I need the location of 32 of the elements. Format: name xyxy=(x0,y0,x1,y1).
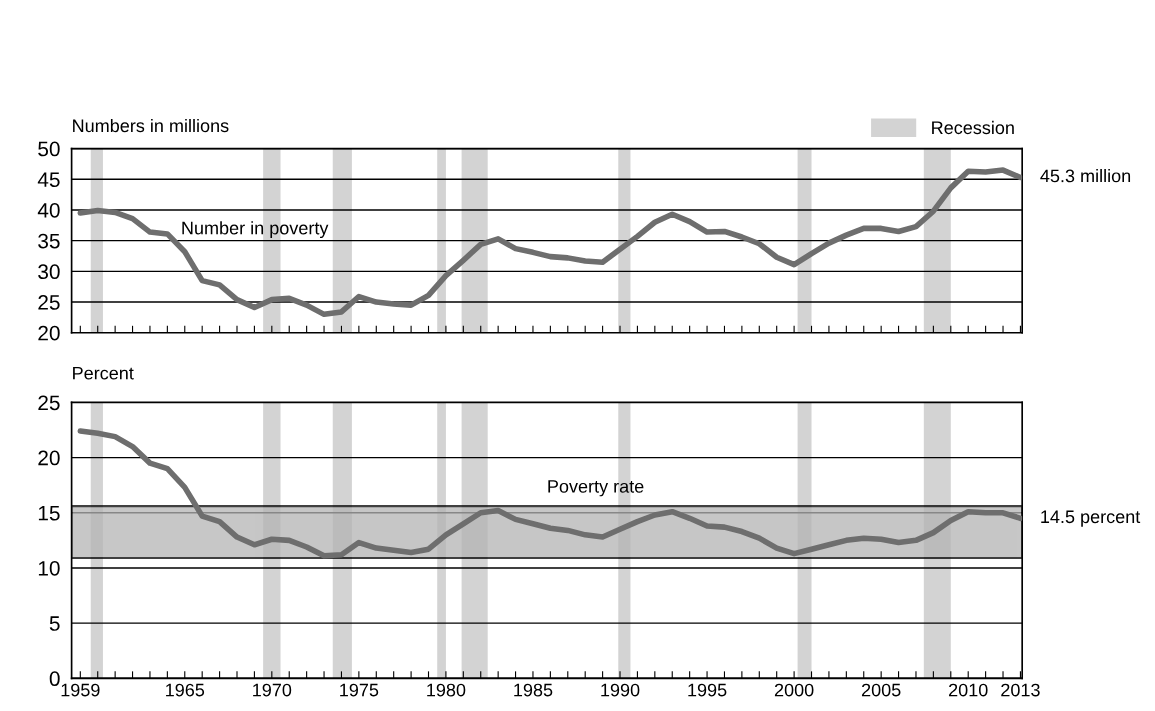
x-tick-label: 1975 xyxy=(340,683,379,697)
y-tick-label: 15 xyxy=(38,505,60,521)
x-tick-label: 2005 xyxy=(861,683,901,697)
y-axis-title: Percent xyxy=(73,366,134,380)
x-tick-label: 1990 xyxy=(601,683,640,697)
x-tick-label: 1980 xyxy=(427,683,466,697)
x-tick-label: 2010 xyxy=(949,683,988,697)
x-tick-label: 2000 xyxy=(774,683,814,697)
y-tick-label: 20 xyxy=(38,450,60,466)
y-tick-label: 10 xyxy=(38,560,60,576)
annotation: Poverty rate xyxy=(548,480,644,497)
x-tick-label: 1985 xyxy=(514,683,553,697)
x-tick-label: 1970 xyxy=(253,683,292,697)
annotation: 14.5 percent xyxy=(1041,510,1141,527)
x-tick-label: 2013 xyxy=(1001,683,1040,697)
y-tick-label: 50 xyxy=(38,141,60,157)
y-tick-label: 40 xyxy=(37,202,60,218)
annotation: Number in poverty xyxy=(182,221,329,239)
x-tick-label: 1965 xyxy=(166,683,205,697)
annotation: 45.3 million xyxy=(1040,169,1131,183)
y-tick-label: 35 xyxy=(38,233,60,249)
y-tick-label: 45 xyxy=(37,172,60,188)
y-tick-label: 20 xyxy=(38,325,60,341)
x-tick-label: 1959 xyxy=(61,683,100,697)
legend-label: Recession xyxy=(932,120,1014,135)
y-tick-label: 5 xyxy=(49,616,60,631)
x-tick-label: 1995 xyxy=(688,683,727,697)
y-tick-label: 30 xyxy=(38,264,60,280)
y-tick-label: 25 xyxy=(38,295,60,310)
y-tick-label: 25 xyxy=(38,395,60,411)
y-axis-title: Numbers in millions xyxy=(73,118,229,133)
y-tick-label: 0 xyxy=(49,671,60,687)
